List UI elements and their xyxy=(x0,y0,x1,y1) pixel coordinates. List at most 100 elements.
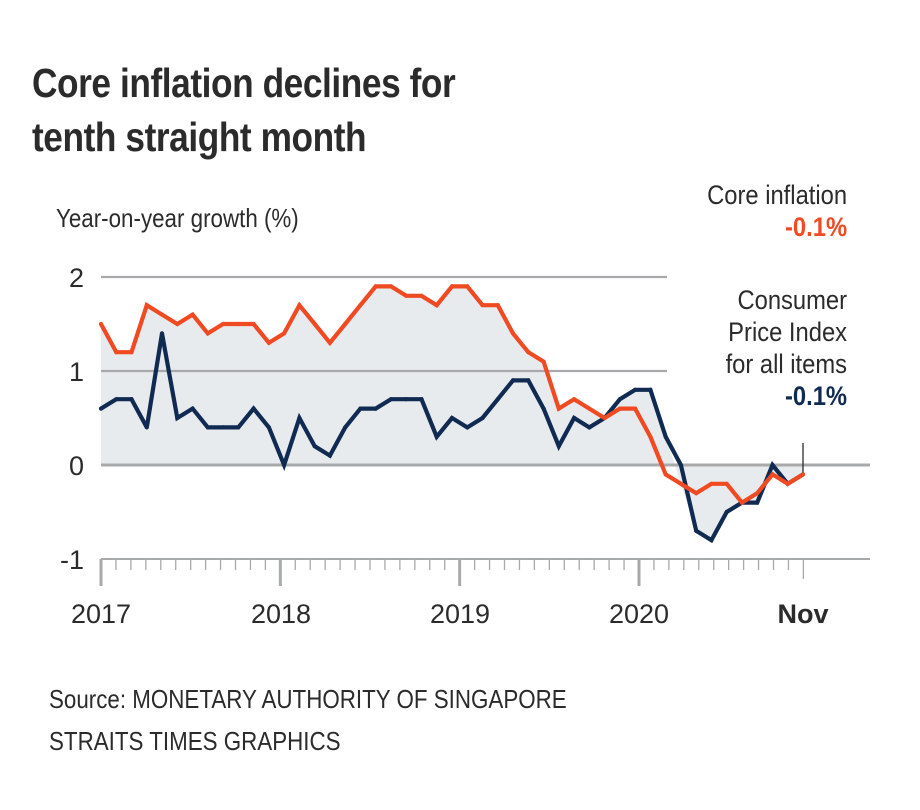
data-point-cpi xyxy=(709,538,714,543)
data-point-cpi xyxy=(633,387,638,392)
legend-cpi-label-line-2: Price Index xyxy=(728,317,847,347)
data-point-core-inflation xyxy=(480,303,485,308)
data-point-cpi xyxy=(297,415,302,421)
x-axis-layer xyxy=(99,558,870,586)
chart-title-line-1: Core inflation declines for xyxy=(32,60,456,106)
data-point-core-inflation xyxy=(541,359,546,364)
x-tick-label: Nov xyxy=(777,599,828,629)
data-point-cpi xyxy=(770,462,775,468)
x-tick-label: 2017 xyxy=(71,599,131,629)
data-point-cpi xyxy=(663,434,668,439)
data-point-core-inflation xyxy=(343,321,348,327)
data-point-cpi xyxy=(266,425,271,430)
data-point-cpi xyxy=(404,397,409,402)
data-point-core-inflation xyxy=(144,303,149,308)
shaded-area xyxy=(101,286,803,541)
gridlines-layer xyxy=(101,275,870,467)
data-point-cpi xyxy=(526,378,531,383)
data-point-cpi xyxy=(419,397,424,402)
y-tick-label: -1 xyxy=(60,545,84,575)
data-point-core-inflation xyxy=(602,415,607,421)
data-point-cpi xyxy=(434,434,439,439)
data-point-core-inflation xyxy=(388,284,394,289)
data-point-core-inflation xyxy=(648,434,653,439)
data-point-cpi xyxy=(556,444,561,449)
data-point-cpi xyxy=(587,425,592,430)
legend-cpi: Consumer Price Index for all items -0.1% xyxy=(726,284,847,412)
y-tick-label: 0 xyxy=(69,451,84,481)
legend-cpi-value: -0.1% xyxy=(784,381,847,411)
data-point-cpi xyxy=(617,397,623,402)
data-point-cpi xyxy=(282,462,287,468)
data-point-core-inflation xyxy=(297,303,302,308)
source-line: Source: MONETARY AUTHORITY OF SINGAPORE xyxy=(49,684,567,714)
data-point-cpi xyxy=(541,406,546,411)
data-point-cpi xyxy=(388,397,394,402)
data-point-cpi xyxy=(724,509,729,515)
data-point-cpi xyxy=(495,397,500,402)
data-point-core-inflation xyxy=(800,472,806,477)
data-point-core-inflation xyxy=(526,350,531,355)
data-point-core-inflation xyxy=(465,284,470,289)
data-point-core-inflation xyxy=(266,340,271,345)
data-point-core-inflation xyxy=(114,350,119,355)
data-point-core-inflation xyxy=(373,284,378,289)
data-point-cpi xyxy=(327,453,332,458)
data-point-core-inflation xyxy=(404,293,409,298)
legend-core-inflation: Core inflation -0.1% xyxy=(707,179,847,243)
data-point-cpi xyxy=(129,397,134,402)
data-point-core-inflation xyxy=(327,340,332,345)
data-point-cpi xyxy=(159,331,165,336)
data-point-core-inflation xyxy=(129,350,134,355)
data-point-cpi xyxy=(312,444,317,449)
data-point-core-inflation xyxy=(358,303,363,308)
data-point-cpi xyxy=(648,387,653,392)
data-point-core-inflation xyxy=(98,321,104,327)
data-point-core-inflation xyxy=(282,331,287,336)
legend-core-inflation-value: -0.1% xyxy=(784,212,847,242)
data-point-cpi xyxy=(480,415,485,421)
data-point-core-inflation xyxy=(175,321,180,327)
data-point-cpi xyxy=(572,415,577,421)
data-point-cpi xyxy=(205,425,210,430)
data-point-core-inflation xyxy=(312,321,317,327)
data-point-core-inflation xyxy=(633,406,638,411)
data-point-cpi xyxy=(510,378,516,383)
credit-line: STRAITS TIMES GRAPHICS xyxy=(49,726,341,756)
data-point-cpi xyxy=(144,425,149,430)
data-point-core-inflation xyxy=(449,284,455,289)
data-point-core-inflation xyxy=(770,472,775,477)
chart-title: Core inflation declines for tenth straig… xyxy=(32,56,456,164)
data-point-cpi xyxy=(98,406,104,411)
data-point-core-inflation xyxy=(678,481,684,486)
series-layer xyxy=(98,284,806,544)
y-tick-label: 2 xyxy=(69,263,84,293)
chart-title-line-2: tenth straight month xyxy=(32,114,367,160)
data-point-core-inflation xyxy=(205,331,210,336)
data-point-core-inflation xyxy=(739,500,745,505)
data-point-core-inflation xyxy=(251,321,256,327)
data-point-cpi xyxy=(678,462,684,468)
data-point-cpi xyxy=(251,406,256,411)
data-point-core-inflation xyxy=(755,491,760,496)
data-point-core-inflation xyxy=(724,481,729,486)
source-credit: Source: MONETARY AUTHORITY OF SINGAPORE … xyxy=(49,678,567,762)
data-point-core-inflation xyxy=(434,303,439,308)
data-point-core-inflation xyxy=(663,472,668,477)
data-point-cpi xyxy=(694,528,699,533)
data-point-cpi xyxy=(373,406,378,411)
x-tick-label: 2019 xyxy=(430,599,490,629)
legend-cpi-label-line-1: Consumer xyxy=(737,285,847,315)
data-point-core-inflation xyxy=(419,293,424,298)
y-tick-label: 1 xyxy=(69,357,84,387)
data-point-core-inflation xyxy=(190,312,195,317)
data-point-core-inflation xyxy=(495,303,500,308)
data-point-core-inflation xyxy=(221,321,226,327)
data-point-core-inflation xyxy=(587,406,592,411)
data-point-core-inflation xyxy=(236,321,241,327)
data-point-cpi xyxy=(236,425,241,430)
x-tick-labels-layer: 2017 2018 2019 2020 Nov xyxy=(71,599,829,629)
data-point-cpi xyxy=(755,500,760,505)
data-point-core-inflation xyxy=(785,481,790,486)
